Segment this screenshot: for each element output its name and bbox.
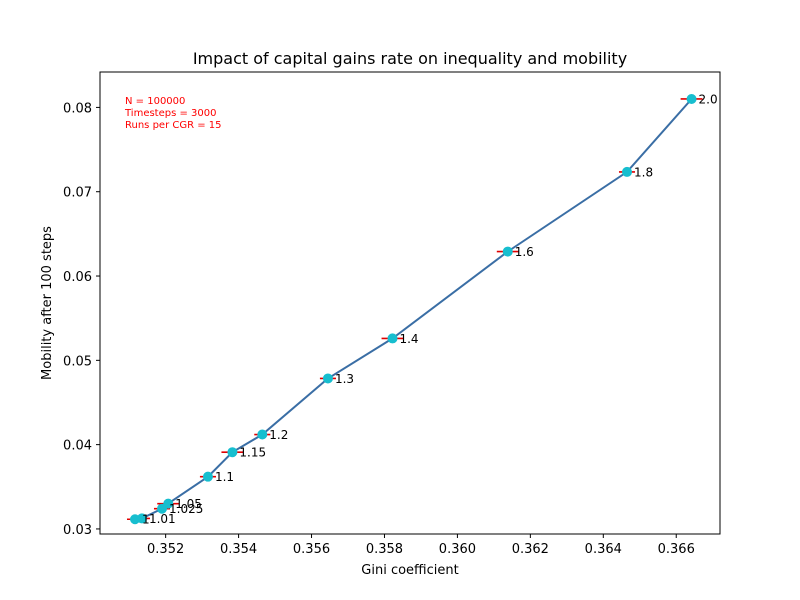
chart-title: Impact of capital gains rate on inequali… bbox=[193, 49, 627, 68]
y-tick-label: 0.08 bbox=[63, 101, 92, 116]
point-label: 1.1 bbox=[215, 470, 234, 484]
annotation-line: Runs per CGR = 15 bbox=[125, 120, 222, 131]
point-label: 1.8 bbox=[634, 165, 653, 179]
y-tick-label: 0.03 bbox=[63, 523, 92, 538]
data-point bbox=[622, 166, 632, 177]
y-axis: 0.03 0.04 0.05 0.06 0.07 0.08 bbox=[63, 101, 100, 538]
data-point bbox=[502, 246, 513, 257]
annotation-line: Timesteps = 3000 bbox=[124, 108, 217, 119]
annotation-line: N = 100000 bbox=[125, 96, 185, 107]
point-label: 1.05 bbox=[175, 497, 202, 511]
data-point bbox=[227, 447, 238, 458]
x-tick-label: 0.362 bbox=[512, 542, 549, 557]
point-label: 2.0 bbox=[699, 92, 718, 106]
plot-area bbox=[100, 72, 720, 534]
data-point bbox=[686, 93, 697, 104]
x-axis: 0.352 0.354 0.356 0.358 0.360 0.362 0.364 0.366 bbox=[147, 534, 695, 557]
point-label: 1.2 bbox=[269, 428, 288, 442]
data-point bbox=[387, 333, 398, 344]
point-label: 1.025 bbox=[169, 502, 203, 516]
x-tick-label: 0.366 bbox=[658, 542, 695, 557]
y-axis-title: Mobility after 100 steps bbox=[40, 226, 55, 380]
x-tick-label: 0.360 bbox=[439, 542, 476, 557]
y-tick-label: 0.07 bbox=[63, 186, 92, 201]
x-tick-label: 0.364 bbox=[585, 542, 622, 557]
x-tick-label: 0.352 bbox=[147, 542, 184, 557]
y-tick-label: 0.06 bbox=[63, 270, 92, 285]
point-label: 1.01 bbox=[149, 512, 176, 526]
x-tick-label: 0.358 bbox=[366, 542, 403, 557]
data-point bbox=[136, 513, 147, 524]
point-label: 1.3 bbox=[335, 372, 354, 386]
x-tick-label: 0.354 bbox=[220, 542, 257, 557]
point-label: 1.15 bbox=[239, 446, 266, 460]
x-axis-title: Gini coefficient bbox=[361, 563, 458, 578]
x-tick-label: 0.356 bbox=[293, 542, 330, 557]
plot-frame bbox=[99, 71, 721, 535]
point-label: 1.6 bbox=[515, 245, 534, 259]
data-point bbox=[202, 471, 213, 482]
point-label: 1.4 bbox=[399, 332, 418, 346]
point-label: 1 bbox=[142, 513, 150, 527]
y-tick-label: 0.05 bbox=[63, 354, 92, 369]
data-point bbox=[163, 498, 174, 509]
y-tick-label: 0.04 bbox=[63, 439, 92, 454]
data-point bbox=[257, 429, 268, 440]
data-point bbox=[322, 373, 333, 384]
